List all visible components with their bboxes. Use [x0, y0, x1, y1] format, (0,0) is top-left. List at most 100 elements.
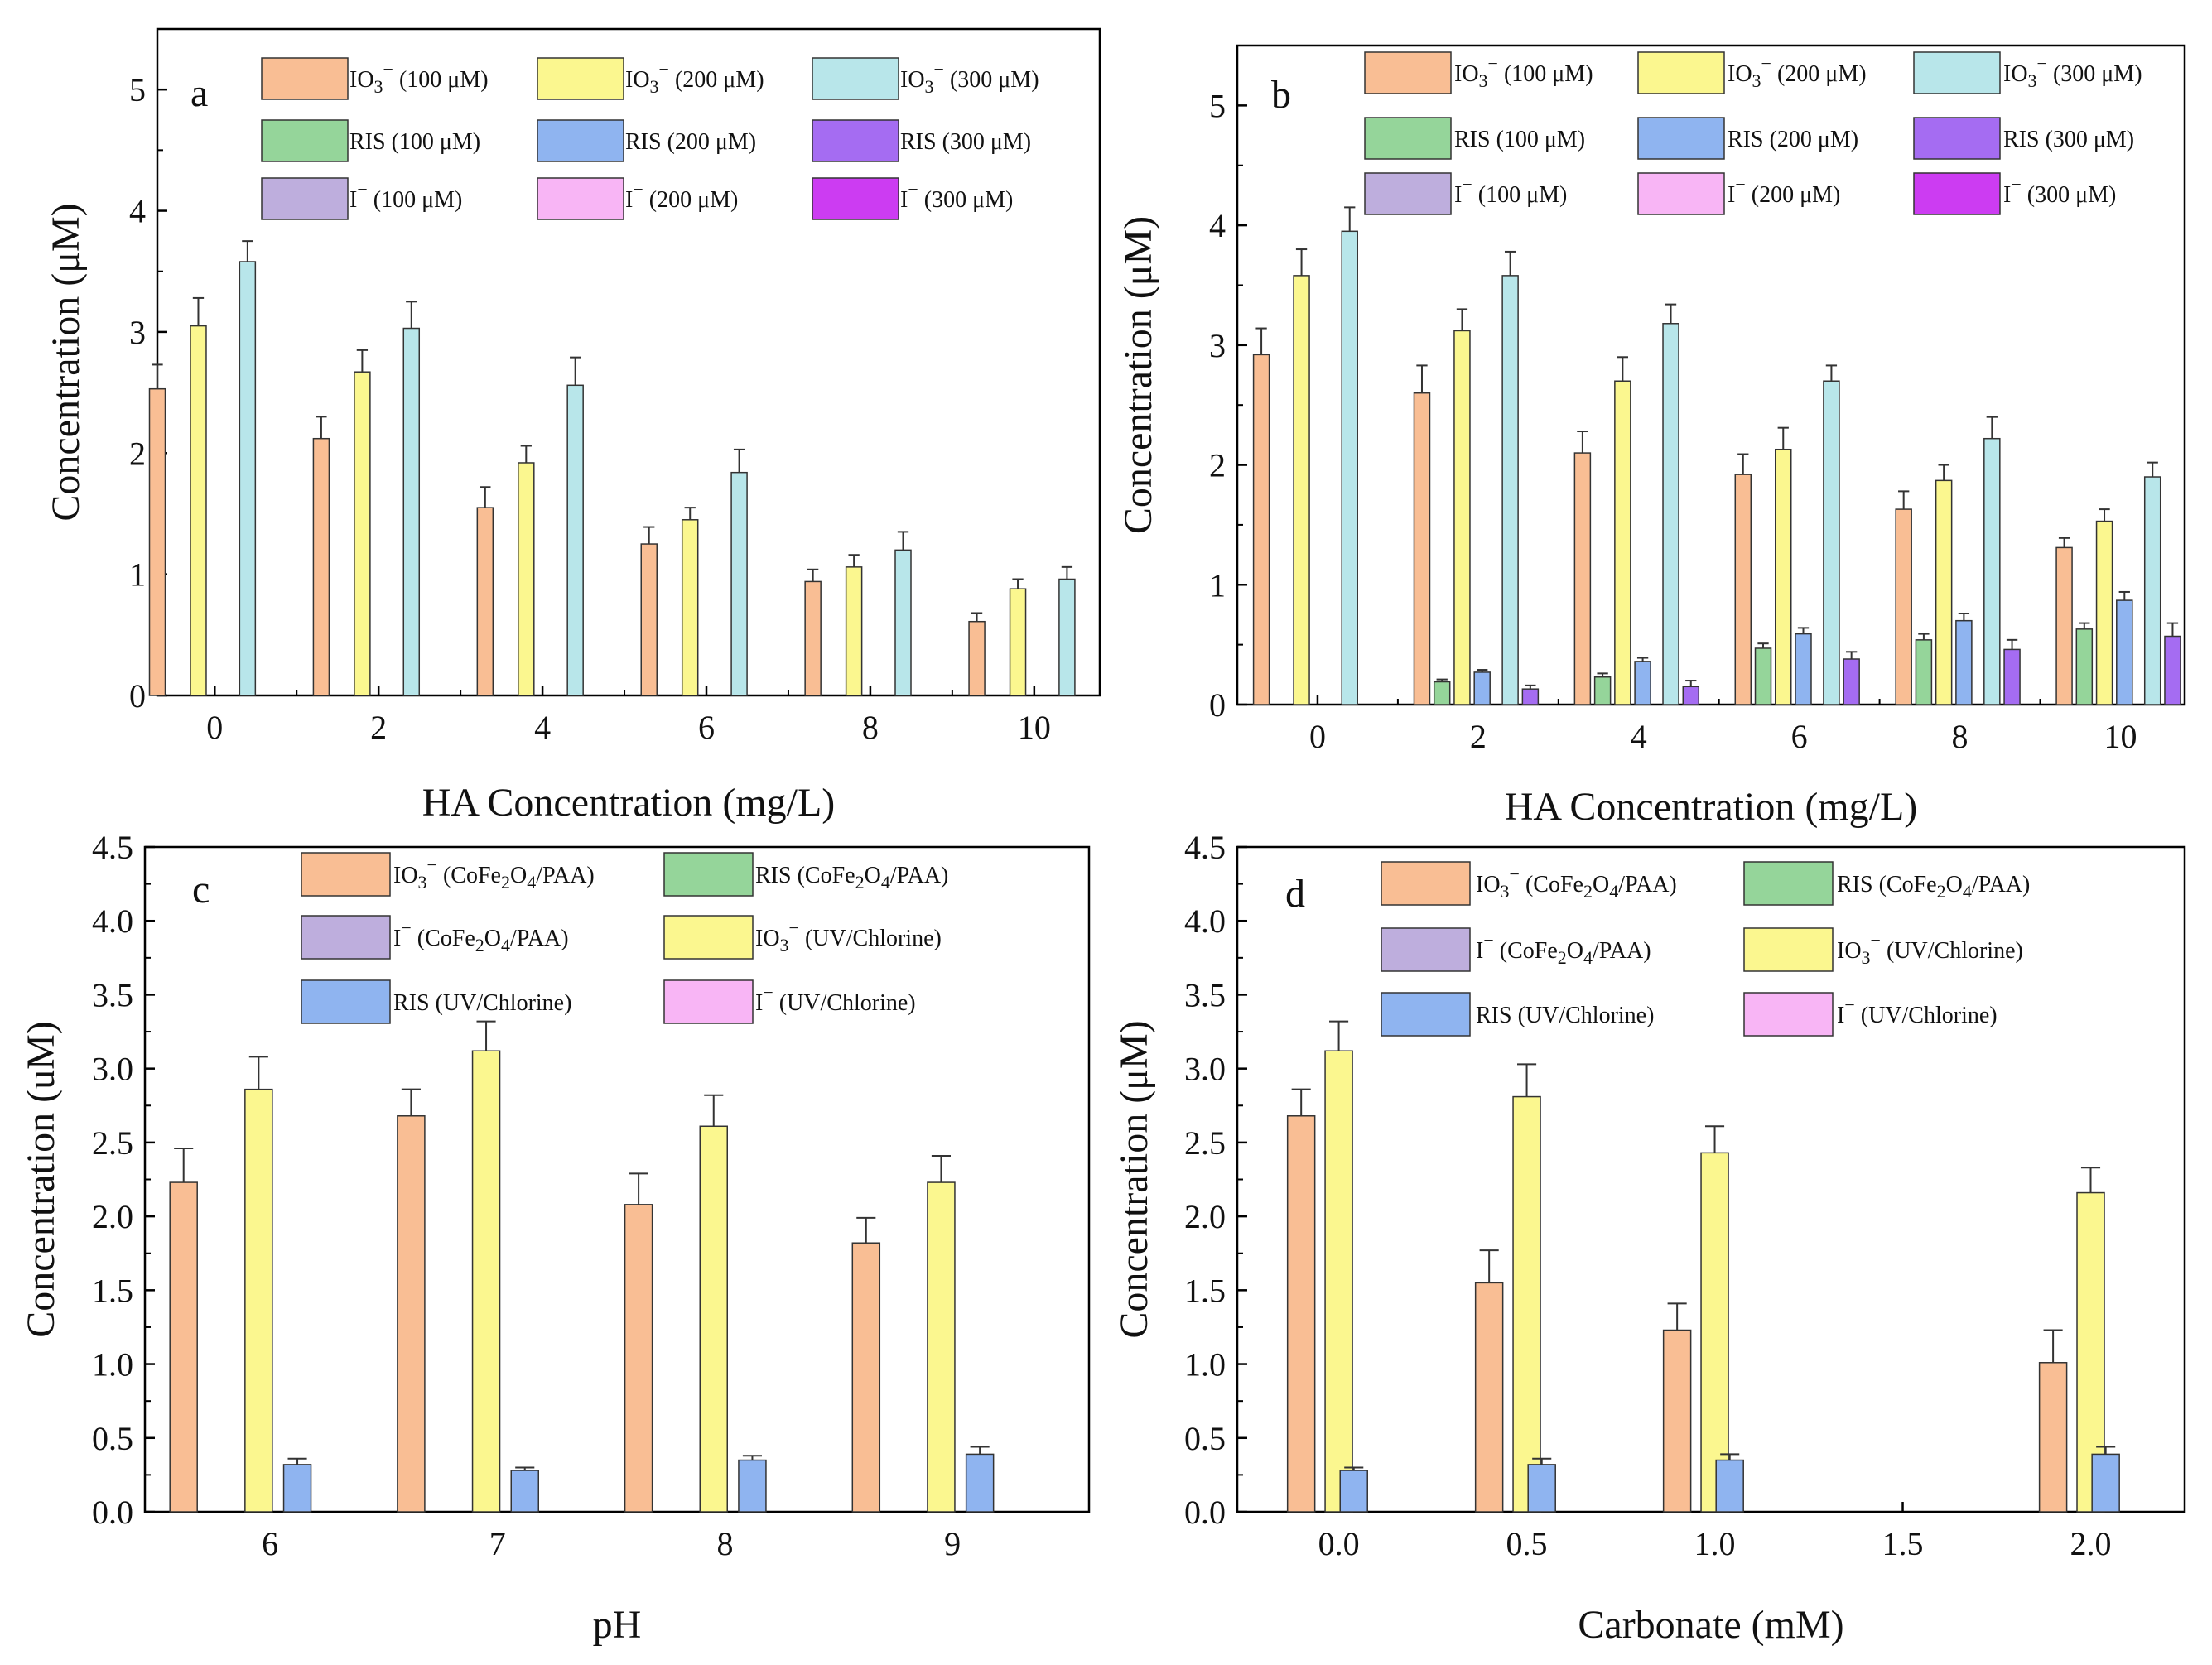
bar-io3_100 [148, 387, 166, 696]
legend-swatch-io3_200 [537, 57, 624, 100]
legend-swatch-ris_200 [1637, 117, 1725, 160]
y-tick-label: 3.5 [1184, 976, 1226, 1013]
legend-swatch-io3_100 [301, 852, 391, 897]
legend-swatch-io3_100 [1381, 861, 1471, 906]
y-tick-label: 1 [1209, 566, 1226, 604]
legend-label-io3_200: IO3− (UV/Chlorine) [1837, 930, 2023, 968]
bar-ris_100 [2075, 628, 2094, 705]
bar-io3_300 [1983, 437, 2001, 705]
bar-io3_100 [312, 437, 330, 696]
legend-label-ris_100: RIS (CoFe2O4/PAA) [1837, 872, 2030, 902]
x-tick-label: 9 [944, 1525, 961, 1562]
legend-swatch-io3_200 [1743, 927, 1834, 972]
legend-label-i_200: I− (UV/Chlorine) [755, 982, 916, 1016]
x-axis-label: pH [593, 1603, 642, 1647]
bar-ris_200 [1527, 1464, 1556, 1513]
panel-label: d [1285, 872, 1305, 916]
x-tick-label: 10 [2104, 718, 2137, 755]
y-axis-label: Concentration (μM) [1116, 216, 1160, 534]
legend-label-ris_300: RIS (300 μM) [900, 129, 1031, 155]
plot-frame [156, 27, 1101, 697]
bar-io3_100 [640, 543, 658, 696]
bar-io3_200 [190, 325, 207, 696]
x-tick-label: 6 [1791, 718, 1808, 755]
legend-label-io3_300: IO3− (300 μM) [900, 59, 1039, 97]
bar-ris_200 [2116, 599, 2133, 705]
x-tick-label: 6 [698, 709, 715, 746]
panel-a: 0 1 2 3 4 5 0 2 4 6 8 10 HA Concentration (mg/L) Conc… [44, 27, 1101, 825]
bar-io3_200 [681, 519, 699, 696]
bar-io3_100 [2038, 1362, 2068, 1513]
legend-swatch-i_200 [663, 979, 754, 1024]
bar-io3_100 [1252, 354, 1270, 705]
bar-io3_100 [169, 1181, 198, 1513]
bar-io3_200 [1775, 448, 1792, 705]
y-axis-label: Concentration (uM) [19, 1021, 63, 1338]
legend-label-io3_100: IO3− (100 μM) [349, 59, 489, 97]
bar-io3_200 [354, 371, 371, 696]
legend-label-i_200: I− (200 μM) [625, 179, 738, 213]
bar-ris_100 [1433, 681, 1451, 705]
panel-label: c [192, 868, 210, 912]
x-tick-label: 2 [1470, 718, 1487, 755]
y-tick-label: 1 [129, 556, 146, 594]
y-tick-label: 0.0 [92, 1494, 133, 1531]
bar-ris_200 [1473, 671, 1491, 705]
y-tick-label: 3.0 [92, 1051, 133, 1088]
legend-swatch-io3_100 [1364, 51, 1452, 94]
bar-ris_200 [510, 1470, 539, 1513]
y-tick-label: 2.5 [92, 1124, 133, 1162]
legend: IO3− (100 μM) RIS (100 μM) IO3− (200 μM) RI… [1364, 51, 2142, 215]
x-tick-label: 0.5 [1506, 1525, 1548, 1562]
bar-io3_300 [402, 327, 421, 696]
y-tick-label: 4.5 [1184, 829, 1226, 866]
x-axis-label: HA Concentration (mg/L) [422, 781, 836, 825]
legend-swatch-i_300 [1913, 172, 2001, 215]
bar-io3_300 [1662, 323, 1679, 705]
legend-label-i_100: I− (CoFe2O4/PAA) [393, 917, 569, 955]
bar-ris_200 [1795, 633, 1812, 705]
x-tick-label: 4 [534, 709, 551, 746]
x-axis-label: HA Concentration (mg/L) [1505, 785, 1918, 829]
bar-io3_200 [2095, 520, 2113, 705]
bar-io3_200 [1935, 479, 1953, 705]
bar-ris_300 [1843, 658, 1860, 705]
bar-io3_300 [1501, 275, 1519, 705]
legend-label-ris_200: RIS (UV/Chlorine) [393, 990, 571, 1016]
legend-label-io3_100: IO3− (CoFe2O4/PAA) [393, 854, 595, 893]
bar-io3_300 [894, 549, 912, 696]
x-tick-label: 6 [262, 1525, 278, 1562]
legend-label-i_300: I− (300 μM) [2003, 174, 2116, 208]
bar-io3_300 [1823, 380, 1840, 705]
bar-ris_200 [1715, 1459, 1744, 1513]
y-tick-label: 4.5 [92, 829, 133, 866]
y-tick-label: 3 [129, 314, 146, 351]
y-tick-label: 0.5 [92, 1420, 133, 1457]
y-tick-label: 5 [129, 71, 146, 108]
legend: IO3− (CoFe2O4/PAA) RIS (CoFe2O4/PAA) I− (C… [301, 852, 948, 1024]
bar-io3_300 [730, 471, 748, 696]
legend: IO3− (100 μM) IO3− (200 μM) IO3− (300 μM) R… [261, 57, 1039, 220]
y-tick-label: 5 [1209, 87, 1226, 124]
bar-ris_200 [1339, 1470, 1368, 1513]
y-tick-label: 2.0 [1184, 1198, 1226, 1235]
x-tick-label: 2 [370, 709, 387, 746]
y-tick-label: 2 [1209, 447, 1226, 484]
legend-label-ris_200: RIS (UV/Chlorine) [1476, 1003, 1654, 1028]
bar-ris_200 [738, 1459, 767, 1513]
legend: IO3− (CoFe2O4/PAA) RIS (CoFe2O4/PAA) I− (C… [1381, 861, 2030, 1037]
legend-label-io3_100: IO3− (CoFe2O4/PAA) [1476, 864, 1677, 902]
y-tick-label: 1.5 [1184, 1272, 1226, 1309]
x-tick-label: 8 [1952, 718, 1969, 755]
bar-ris_200 [2091, 1453, 2120, 1513]
x-tick-label: 0.0 [1318, 1525, 1360, 1562]
bar-io3_200 [1614, 380, 1631, 705]
bar-io3_100 [476, 507, 494, 696]
x-tick-label: 1.5 [1882, 1525, 1924, 1562]
bar-io3_200 [1009, 588, 1027, 696]
legend-swatch-i_100 [301, 915, 391, 960]
bar-io3_100 [968, 620, 986, 696]
y-tick-label: 4 [1209, 207, 1226, 244]
legend-swatch-ris_300 [812, 119, 899, 162]
